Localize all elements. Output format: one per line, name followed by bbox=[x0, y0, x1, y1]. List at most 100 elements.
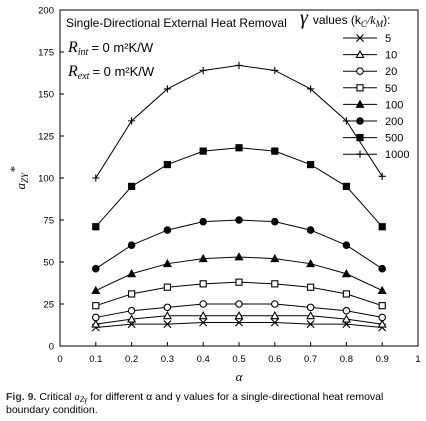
legend-label: 5 bbox=[385, 33, 391, 45]
marker bbox=[127, 241, 136, 249]
legend-label: 100 bbox=[385, 99, 403, 111]
marker-shape bbox=[270, 311, 280, 320]
x-tick-label: 0.5 bbox=[232, 354, 245, 365]
r-value: = 0 m²K/W bbox=[92, 64, 154, 79]
marker bbox=[271, 147, 279, 155]
y-tick-label: 0 bbox=[49, 342, 54, 353]
marker bbox=[92, 313, 100, 322]
marker-shape bbox=[162, 258, 172, 268]
marker bbox=[342, 306, 351, 315]
lt-text: values (k bbox=[313, 13, 362, 27]
marker-shape bbox=[234, 252, 244, 261]
marker-shape bbox=[128, 117, 136, 125]
marker-shape bbox=[271, 147, 279, 155]
r-int: Rint = 0 m²K/W bbox=[67, 39, 154, 58]
marker-shape bbox=[342, 241, 351, 249]
marker-shape bbox=[163, 283, 172, 291]
marker-shape bbox=[127, 314, 137, 323]
marker bbox=[306, 226, 315, 234]
marker bbox=[127, 314, 137, 323]
marker bbox=[234, 252, 244, 261]
marker bbox=[234, 311, 244, 320]
x-tick-label: 1 bbox=[415, 354, 420, 365]
marker-shape bbox=[235, 318, 243, 327]
marker-shape bbox=[306, 320, 315, 329]
caption-symbol: a bbox=[74, 392, 79, 403]
marker bbox=[342, 290, 351, 298]
marker bbox=[306, 160, 315, 169]
marker bbox=[342, 182, 351, 191]
marker-shape bbox=[355, 49, 365, 59]
marker bbox=[235, 61, 243, 70]
marker-shape bbox=[92, 223, 100, 231]
marker-shape bbox=[356, 133, 364, 142]
series-line bbox=[95, 219, 383, 270]
marker bbox=[127, 290, 136, 298]
marker bbox=[355, 49, 365, 59]
marker-shape bbox=[92, 264, 100, 273]
marker-shape bbox=[378, 302, 386, 310]
series-line bbox=[95, 147, 383, 228]
marker bbox=[271, 217, 279, 226]
marker-shape bbox=[198, 253, 208, 263]
lt-sub: C bbox=[361, 19, 368, 29]
y-tick-label: 200 bbox=[38, 6, 54, 17]
marker bbox=[235, 278, 243, 286]
marker bbox=[270, 318, 279, 327]
marker-shape bbox=[199, 66, 207, 75]
caption: Fig. 9. Critical aZγ for different α and γ … bbox=[6, 391, 383, 404]
y-tick-label: 75 bbox=[43, 216, 54, 227]
marker-shape bbox=[235, 61, 243, 70]
y-tick-label: 175 bbox=[38, 48, 54, 59]
marker bbox=[377, 319, 387, 328]
y-tick-label: 50 bbox=[43, 258, 54, 269]
series-line bbox=[95, 64, 383, 179]
marker-shape bbox=[378, 264, 386, 273]
marker-shape bbox=[199, 217, 207, 226]
marker bbox=[199, 318, 208, 327]
marker bbox=[341, 314, 351, 323]
legend-label: 500 bbox=[385, 133, 403, 145]
x-tick-label: 0.1 bbox=[89, 354, 102, 365]
marker bbox=[306, 303, 315, 312]
marker bbox=[92, 302, 100, 310]
marker bbox=[307, 85, 315, 93]
marker bbox=[356, 150, 364, 158]
marker-shape bbox=[378, 313, 386, 322]
r-value: = 0 m²K/W bbox=[91, 40, 153, 55]
y-tick-label: 125 bbox=[38, 132, 54, 143]
marker-shape bbox=[92, 313, 100, 322]
caption-sub: Zγ bbox=[80, 395, 88, 404]
marker-shape bbox=[163, 85, 171, 93]
marker bbox=[378, 223, 386, 231]
marker bbox=[198, 253, 208, 263]
marker bbox=[306, 283, 315, 291]
marker bbox=[377, 285, 387, 294]
marker bbox=[162, 311, 172, 320]
marker bbox=[270, 311, 280, 320]
marker-shape bbox=[92, 302, 100, 310]
marker bbox=[163, 226, 172, 234]
marker bbox=[127, 269, 137, 278]
y-tick-label: 150 bbox=[38, 90, 54, 101]
lt-end: ): bbox=[383, 13, 390, 27]
marker-shape bbox=[306, 226, 315, 234]
x-tick-label: 0.3 bbox=[161, 354, 174, 365]
marker bbox=[199, 66, 207, 75]
x-tick-label: 0.9 bbox=[376, 354, 389, 365]
marker-shape bbox=[127, 241, 136, 249]
marker bbox=[92, 264, 100, 273]
marker bbox=[199, 217, 207, 226]
marker bbox=[356, 133, 364, 142]
caption-label: Fig. 9. bbox=[6, 391, 36, 403]
marker-shape bbox=[235, 216, 243, 224]
legend-label: 50 bbox=[385, 83, 397, 95]
marker-shape bbox=[307, 85, 315, 93]
caption-text: Critical bbox=[39, 391, 71, 403]
marker bbox=[378, 313, 386, 322]
marker bbox=[341, 269, 351, 278]
marker-shape bbox=[127, 182, 136, 191]
caption-text: for different α and γ values for a singl… bbox=[90, 391, 383, 403]
marker bbox=[378, 172, 386, 180]
marker-shape bbox=[355, 99, 365, 108]
